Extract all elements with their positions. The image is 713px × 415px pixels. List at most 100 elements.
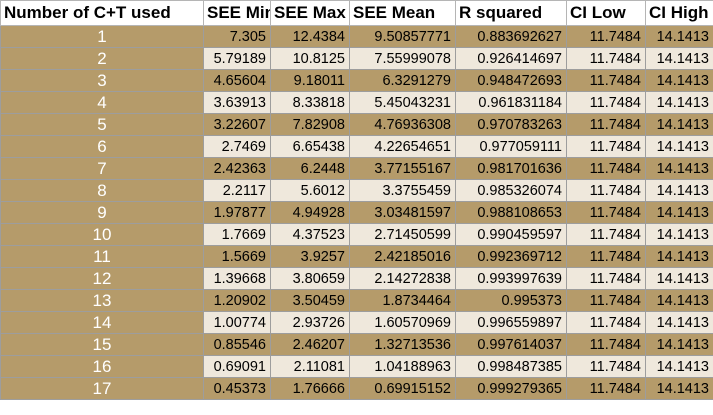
cell-see-min[interactable]: 7.305: [203, 25, 271, 48]
cell-see-mean[interactable]: 6.3291279: [349, 69, 456, 92]
cell-r-squared[interactable]: 0.883692627: [455, 25, 567, 48]
header-number-of-ct-used[interactable]: Number of C+T used: [0, 0, 204, 26]
cell-see-min[interactable]: 0.45373: [203, 377, 271, 400]
cell-r-squared[interactable]: 0.999279365: [455, 377, 567, 400]
cell-see-mean[interactable]: 3.03481597: [349, 201, 456, 224]
cell-see-max[interactable]: 12.4384: [270, 25, 350, 48]
cell-ci-high[interactable]: 14.1413: [645, 245, 713, 268]
cell-see-min[interactable]: 3.63913: [203, 91, 271, 114]
cell-ci-low[interactable]: 11.7484: [566, 25, 646, 48]
cell-see-mean[interactable]: 4.76936308: [349, 113, 456, 136]
cell-ci-low[interactable]: 11.7484: [566, 135, 646, 158]
cell-number[interactable]: 12: [0, 267, 204, 290]
cell-number[interactable]: 8: [0, 179, 204, 202]
cell-ci-low[interactable]: 11.7484: [566, 355, 646, 378]
cell-see-mean[interactable]: 2.71450599: [349, 223, 456, 246]
cell-see-min[interactable]: 0.69091: [203, 355, 271, 378]
cell-r-squared[interactable]: 0.995373: [455, 289, 567, 312]
cell-ci-low[interactable]: 11.7484: [566, 333, 646, 356]
cell-number[interactable]: 15: [0, 333, 204, 356]
cell-ci-low[interactable]: 11.7484: [566, 69, 646, 92]
cell-ci-high[interactable]: 14.1413: [645, 289, 713, 312]
cell-see-mean[interactable]: 3.77155167: [349, 157, 456, 180]
cell-ci-high[interactable]: 14.1413: [645, 311, 713, 334]
cell-number[interactable]: 6: [0, 135, 204, 158]
cell-number[interactable]: 14: [0, 311, 204, 334]
cell-see-max[interactable]: 6.65438: [270, 135, 350, 158]
cell-see-min[interactable]: 1.7669: [203, 223, 271, 246]
header-r-squared[interactable]: R squared: [455, 0, 567, 26]
cell-ci-high[interactable]: 14.1413: [645, 157, 713, 180]
cell-number[interactable]: 4: [0, 91, 204, 114]
cell-ci-low[interactable]: 11.7484: [566, 311, 646, 334]
cell-ci-low[interactable]: 11.7484: [566, 179, 646, 202]
cell-see-max[interactable]: 3.50459: [270, 289, 350, 312]
cell-ci-high[interactable]: 14.1413: [645, 201, 713, 224]
cell-ci-high[interactable]: 14.1413: [645, 179, 713, 202]
header-ci-high[interactable]: CI High: [645, 0, 713, 26]
cell-number[interactable]: 10: [0, 223, 204, 246]
cell-see-min[interactable]: 2.7469: [203, 135, 271, 158]
cell-see-min[interactable]: 4.65604: [203, 69, 271, 92]
cell-see-max[interactable]: 9.18011: [270, 69, 350, 92]
cell-see-max[interactable]: 10.8125: [270, 47, 350, 70]
cell-ci-high[interactable]: 14.1413: [645, 47, 713, 70]
cell-see-min[interactable]: 1.5669: [203, 245, 271, 268]
cell-see-max[interactable]: 4.37523: [270, 223, 350, 246]
cell-number[interactable]: 17: [0, 377, 204, 400]
cell-r-squared[interactable]: 0.926414697: [455, 47, 567, 70]
cell-r-squared[interactable]: 0.992369712: [455, 245, 567, 268]
cell-see-max[interactable]: 3.80659: [270, 267, 350, 290]
cell-see-min[interactable]: 5.79189: [203, 47, 271, 70]
cell-number[interactable]: 11: [0, 245, 204, 268]
cell-ci-high[interactable]: 14.1413: [645, 91, 713, 114]
cell-see-mean[interactable]: 1.32713536: [349, 333, 456, 356]
header-see-min[interactable]: SEE Min: [203, 0, 271, 26]
cell-see-mean[interactable]: 2.14272838: [349, 267, 456, 290]
cell-ci-high[interactable]: 14.1413: [645, 135, 713, 158]
cell-see-max[interactable]: 5.6012: [270, 179, 350, 202]
cell-see-max[interactable]: 2.93726: [270, 311, 350, 334]
cell-r-squared[interactable]: 0.996559897: [455, 311, 567, 334]
header-see-max[interactable]: SEE Max: [270, 0, 350, 26]
cell-see-max[interactable]: 2.46207: [270, 333, 350, 356]
cell-see-max[interactable]: 8.33818: [270, 91, 350, 114]
cell-see-mean[interactable]: 0.69915152: [349, 377, 456, 400]
cell-see-max[interactable]: 3.9257: [270, 245, 350, 268]
cell-see-mean[interactable]: 1.04188963: [349, 355, 456, 378]
cell-ci-low[interactable]: 11.7484: [566, 91, 646, 114]
cell-r-squared[interactable]: 0.988108653: [455, 201, 567, 224]
cell-see-mean[interactable]: 1.60570969: [349, 311, 456, 334]
cell-r-squared[interactable]: 0.998487385: [455, 355, 567, 378]
cell-see-mean[interactable]: 2.42185016: [349, 245, 456, 268]
cell-see-min[interactable]: 1.39668: [203, 267, 271, 290]
cell-ci-high[interactable]: 14.1413: [645, 223, 713, 246]
cell-see-min[interactable]: 1.97877: [203, 201, 271, 224]
cell-number[interactable]: 3: [0, 69, 204, 92]
cell-ci-high[interactable]: 14.1413: [645, 267, 713, 290]
cell-ci-high[interactable]: 14.1413: [645, 377, 713, 400]
cell-see-max[interactable]: 2.11081: [270, 355, 350, 378]
cell-see-mean[interactable]: 7.55999078: [349, 47, 456, 70]
cell-see-min[interactable]: 3.22607: [203, 113, 271, 136]
cell-ci-low[interactable]: 11.7484: [566, 47, 646, 70]
cell-r-squared[interactable]: 0.990459597: [455, 223, 567, 246]
cell-r-squared[interactable]: 0.970783263: [455, 113, 567, 136]
cell-ci-low[interactable]: 11.7484: [566, 267, 646, 290]
cell-ci-low[interactable]: 11.7484: [566, 289, 646, 312]
cell-r-squared[interactable]: 0.948472693: [455, 69, 567, 92]
cell-ci-low[interactable]: 11.7484: [566, 377, 646, 400]
cell-see-min[interactable]: 2.2117: [203, 179, 271, 202]
cell-ci-high[interactable]: 14.1413: [645, 69, 713, 92]
header-ci-low[interactable]: CI Low: [566, 0, 646, 26]
cell-see-min[interactable]: 2.42363: [203, 157, 271, 180]
cell-ci-low[interactable]: 11.7484: [566, 113, 646, 136]
cell-number[interactable]: 13: [0, 289, 204, 312]
cell-r-squared[interactable]: 0.977059111: [455, 135, 567, 158]
cell-see-max[interactable]: 7.82908: [270, 113, 350, 136]
cell-ci-low[interactable]: 11.7484: [566, 157, 646, 180]
cell-r-squared[interactable]: 0.997614037: [455, 333, 567, 356]
cell-ci-high[interactable]: 14.1413: [645, 333, 713, 356]
cell-see-mean[interactable]: 3.3755459: [349, 179, 456, 202]
cell-number[interactable]: 1: [0, 25, 204, 48]
